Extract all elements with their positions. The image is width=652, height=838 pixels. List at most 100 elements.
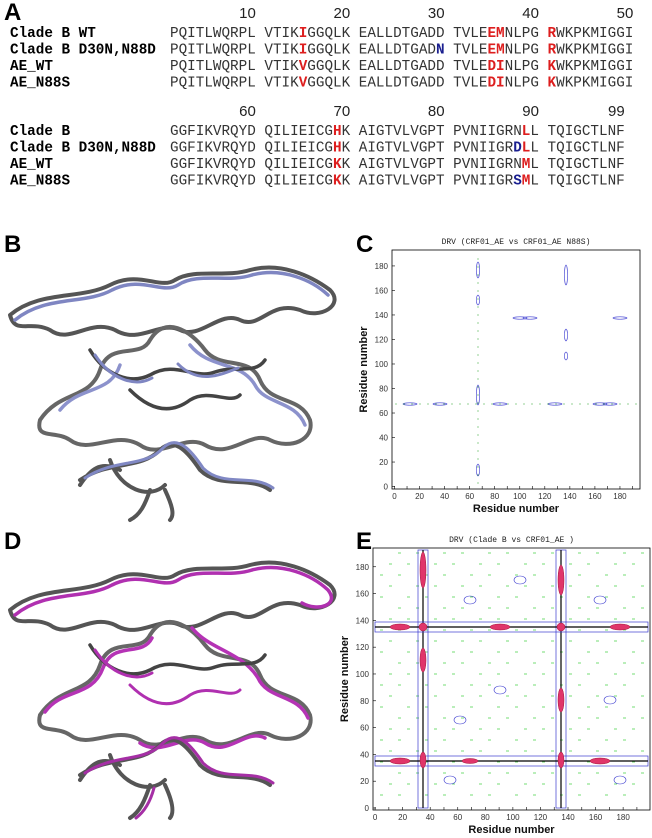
- contour: [432, 402, 448, 406]
- contour: [564, 264, 568, 286]
- sequence: PQITLWQRPL VTIKIGGQLK EALLDTGADD TVLEEMN…: [170, 26, 633, 42]
- contour: [556, 622, 566, 632]
- residues: WKPKMIGGI: [556, 26, 633, 42]
- highlighted-residue: D: [513, 141, 522, 157]
- contour: [461, 758, 479, 764]
- y-tick-label: 100: [375, 360, 389, 369]
- panel-e: E DRV (Clade B vs CRF01_AE ) 0 20 40 60 80 100 1…: [339, 528, 651, 836]
- highlighted-residue: K: [333, 157, 342, 173]
- panel-label: A: [4, 0, 21, 26]
- residue-number: 60: [239, 103, 256, 120]
- y-tick-label: 20: [360, 777, 369, 786]
- residues: TVLE: [445, 43, 488, 59]
- contour: [463, 595, 477, 605]
- sequence-name: AE_N88S: [10, 174, 70, 190]
- highlighted-residue: L: [522, 141, 531, 157]
- y-tick-label: 160: [356, 590, 370, 599]
- x-tick-label: 160: [589, 813, 603, 822]
- y-tick-label: 180: [375, 262, 389, 271]
- highlighted-residue: R: [548, 26, 557, 42]
- highlighted-residue: I: [299, 26, 308, 42]
- residue-number: 90: [522, 103, 539, 120]
- x-tick-label: 60: [453, 813, 462, 822]
- y-tick-label: 20: [379, 458, 388, 467]
- highlighted-residue: H: [333, 141, 342, 157]
- contour: [512, 316, 528, 320]
- residue-number: 10: [239, 5, 256, 22]
- residues: NLPG: [505, 76, 548, 92]
- sequence: GGFIKVRQYD QILIEICGKK AIGTVLVGPT PVNIIGR…: [170, 174, 625, 190]
- y-tick-label: 80: [379, 384, 388, 393]
- contour: [603, 695, 617, 705]
- y-tick-label: 120: [375, 335, 389, 344]
- structure-b: [8, 265, 337, 522]
- contour: [592, 402, 608, 406]
- highlighted-residue: M: [522, 157, 531, 173]
- highlighted-residue: V: [299, 76, 308, 92]
- x-tick-label: 60: [465, 492, 474, 501]
- residues: GGFIKVRQYD QILIEICG: [170, 141, 333, 157]
- x-axis-label: Residue number: [473, 503, 560, 515]
- contour: [476, 384, 480, 406]
- residues: L TQIGCTLNF: [530, 157, 624, 173]
- highlighted-residue: N: [436, 43, 445, 59]
- x-tick-label: 180: [613, 492, 627, 501]
- contour: [389, 623, 411, 631]
- contour: [476, 294, 480, 306]
- residues: K AIGTVLVGPT PVNIIGRN: [342, 157, 522, 173]
- sequence: GGFIKVRQYD QILIEICGKK AIGTVLVGPT PVNIIGR…: [170, 157, 625, 173]
- plot-frame: [391, 249, 641, 490]
- residue-number: 99: [608, 103, 625, 120]
- residues: GGFIKVRQYD QILIEICG: [170, 157, 333, 173]
- y-tick-label: 100: [356, 670, 370, 679]
- contour: [419, 551, 427, 589]
- x-tick-label: 160: [588, 492, 602, 501]
- panel-label: C: [356, 231, 373, 258]
- plot-frame: [372, 547, 651, 811]
- contour: [557, 564, 565, 596]
- x-tick-label: 140: [563, 492, 577, 501]
- residue-number: 40: [522, 5, 539, 22]
- panel-c: C DRV (CRF01_AE vs CRF01_AE N88S) 0 20 40 60 8…: [356, 231, 641, 515]
- highlighted-residue: K: [333, 174, 342, 190]
- x-tick-label: 40: [426, 813, 435, 822]
- contour: [589, 757, 611, 765]
- y-tick-label: 60: [379, 409, 388, 418]
- residue-number: 30: [428, 5, 445, 22]
- contour: [419, 647, 427, 673]
- residues: K AIGTVLVGPT PVNIIGR: [342, 174, 514, 190]
- sequence: GGFIKVRQYD QILIEICGHK AIGTVLVGPT PVNIIGR…: [170, 124, 625, 140]
- contour: [593, 595, 607, 605]
- contour: [418, 622, 428, 632]
- contour: [612, 316, 628, 320]
- highlighted-residue: M: [522, 174, 531, 190]
- sequence: PQITLWQRPL VTIKVGGQLK EALLDTGADD TVLEDIN…: [170, 76, 633, 92]
- y-axis-label: Residue number: [339, 635, 351, 722]
- map-title: DRV (CRF01_AE vs CRF01_AE N88S): [442, 238, 591, 247]
- highlighted-residue: DI: [487, 59, 504, 75]
- highlighted-residue: R: [548, 43, 557, 59]
- y-tick-label: 0: [365, 804, 370, 813]
- x-tick-label: 100: [513, 492, 527, 501]
- y-tick-label: 40: [379, 434, 388, 443]
- contour: [557, 751, 565, 769]
- sequence-name: AE_N88S: [10, 76, 70, 92]
- residues: NLPG: [505, 59, 548, 75]
- panel-label: D: [4, 528, 21, 555]
- residues: GGQLK EALLDTGADD TVLE: [307, 26, 487, 42]
- x-tick-label: 80: [490, 492, 499, 501]
- sequence: PQITLWQRPL VTIKIGGQLK EALLDTGADN TVLEEMN…: [170, 43, 633, 59]
- contour: [513, 575, 527, 585]
- sequence-name: Clade B D30N,N88D: [10, 43, 156, 59]
- y-tick-label: 140: [356, 616, 370, 625]
- x-tick-label: 120: [538, 492, 552, 501]
- contour: [443, 775, 457, 785]
- residues: L TQIGCTLNF: [530, 124, 624, 140]
- contour: [564, 351, 568, 361]
- residues: WKPKMIGGI: [556, 43, 633, 59]
- contour: [493, 685, 507, 695]
- sequence-name: AE_WT: [10, 59, 53, 75]
- contour: [564, 328, 568, 342]
